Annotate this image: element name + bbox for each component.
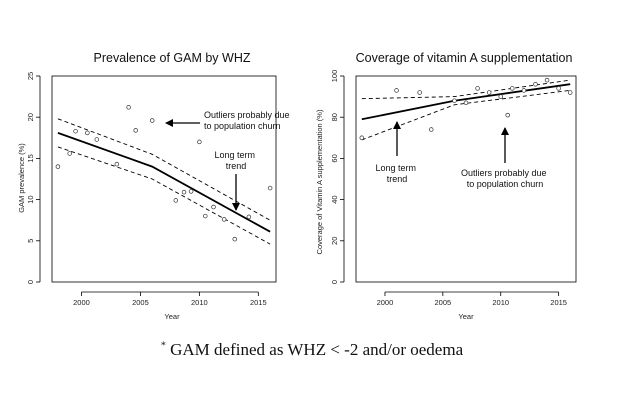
y-tick-label-gam: 0	[26, 280, 35, 284]
data-point-vitamin-a	[556, 86, 561, 91]
data-point-gam	[173, 198, 179, 203]
data-point-vitamin-a	[394, 88, 399, 93]
data-point-gam	[94, 137, 100, 142]
data-point-gam	[114, 161, 120, 167]
data-point-vitamin-a	[498, 94, 503, 99]
confidence-band-line-vitamin-a	[361, 79, 571, 100]
x-tick-label-gam: 2005	[132, 298, 149, 307]
y-tick-label-gam: 20	[26, 113, 35, 121]
data-point-vitamin-a	[486, 90, 492, 95]
y-tick-label-vitamin-a: 0	[330, 280, 339, 284]
plot-box-vitamin-a	[355, 75, 577, 283]
y-tick-label-vitamin-a: 60	[330, 154, 339, 162]
footnote: * GAM defined as WHZ < -2 and/or oedema	[0, 340, 624, 360]
data-point-gam	[221, 217, 227, 222]
confidence-band-line-gam	[57, 146, 271, 245]
data-point-gam	[149, 118, 155, 123]
data-point-vitamin-a	[521, 88, 527, 93]
data-point-gam	[267, 185, 273, 191]
y-tick-label-vitamin-a: 100	[330, 70, 339, 83]
confidence-band-line-gam	[57, 118, 271, 221]
data-point-gam	[67, 151, 72, 156]
x-axis-label-gam: Year	[164, 312, 180, 321]
data-point-vitamin-a	[475, 86, 480, 91]
data-point-gam	[73, 128, 78, 134]
y-tick-label-gam: 15	[26, 154, 35, 162]
y-tick-label-gam: 25	[26, 72, 35, 80]
data-point-gam	[55, 164, 61, 169]
data-point-vitamin-a	[359, 135, 365, 141]
footnote-marker: *	[160, 340, 166, 352]
confidence-band-line-vitamin-a	[361, 89, 571, 141]
data-point-vitamin-a	[417, 90, 422, 95]
x-tick-label-vitamin-a: 2015	[550, 298, 567, 307]
data-point-gam	[181, 189, 187, 195]
chart-canvas: Prevalence of GAM by WHZ Year GAM preval…	[17, 51, 577, 321]
data-point-gam	[188, 189, 194, 194]
y-axis-label-vitamin-a: Coverage of Vitamin A supplementation (%…	[315, 109, 324, 254]
y-tick-label-gam: 5	[26, 239, 35, 243]
y-tick-label-vitamin-a: 80	[330, 113, 339, 121]
data-point-gam	[211, 204, 216, 210]
y-tick-label-vitamin-a: 40	[330, 195, 339, 203]
data-point-vitamin-a	[533, 81, 538, 87]
data-point-vitamin-a	[505, 112, 510, 118]
chart-title-vitamin-a: Coverage of vitamin A supplementation	[356, 51, 573, 65]
plot-box-gam	[51, 75, 277, 283]
data-point-gam	[232, 236, 237, 242]
y-tick-label-gam: 10	[26, 195, 35, 203]
data-point-gam	[126, 105, 131, 110]
annotation-trend-vitamin-a: Long term trend	[375, 163, 418, 184]
data-point-vitamin-a	[463, 100, 469, 106]
data-point-vitamin-a	[510, 86, 515, 91]
data-point-gam	[85, 130, 90, 136]
x-tick-label-vitamin-a: 2010	[492, 298, 509, 307]
annotation-outliers-gam: Outliers probably due to population chur…	[204, 110, 292, 131]
data-point-gam	[203, 213, 208, 219]
data-point-vitamin-a	[544, 77, 550, 83]
footnote-text: GAM defined as WHZ < -2 and/or oedema	[170, 340, 464, 359]
chart-title-gam: Prevalence of GAM by WHZ	[94, 51, 251, 65]
x-tick-label-vitamin-a: 2005	[434, 298, 451, 307]
data-point-gam	[246, 214, 252, 220]
x-tick-label-vitamin-a: 2000	[377, 298, 394, 307]
data-point-gam	[197, 139, 202, 145]
data-point-vitamin-a	[452, 98, 457, 103]
data-point-vitamin-a	[567, 90, 573, 95]
annotation-outliers-vitamin-a: Outliers probably due to population chur…	[461, 168, 549, 189]
x-tick-label-gam: 2010	[191, 298, 208, 307]
y-tick-label-vitamin-a: 20	[330, 237, 339, 245]
trend-line-gam	[57, 132, 271, 233]
x-axis-label-vitamin-a: Year	[458, 312, 474, 321]
data-point-vitamin-a	[429, 127, 434, 132]
data-point-gam	[133, 128, 138, 133]
x-tick-label-gam: 2000	[73, 298, 90, 307]
y-axis-label-gam: GAM prevalence (%)	[17, 143, 26, 213]
x-tick-label-gam: 2015	[250, 298, 267, 307]
annotation-trend-gam: Long term trend	[214, 150, 257, 171]
